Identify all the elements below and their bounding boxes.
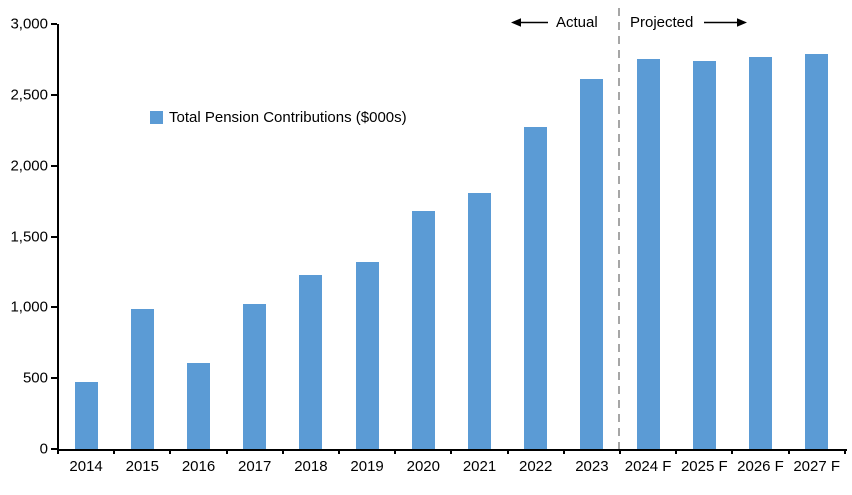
y-tick-label-1,000: 1,000 bbox=[10, 298, 48, 316]
y-tick-label-1,500: 1,500 bbox=[10, 228, 48, 245]
y-tick-3,000 bbox=[51, 23, 57, 25]
x-tick-label-2027-F: 2027 F bbox=[793, 458, 841, 475]
x-tick-label-2016: 2016 bbox=[181, 458, 216, 475]
arrow-left-icon bbox=[511, 18, 548, 27]
x-tick-7 bbox=[450, 449, 453, 454]
x-tick-5 bbox=[338, 449, 340, 454]
bar-2023 bbox=[580, 79, 604, 449]
bar-2016 bbox=[187, 363, 210, 449]
y-tick-label-2,500: 2,500 bbox=[10, 86, 48, 104]
arrow-right-icon bbox=[704, 18, 747, 27]
bar-2019 bbox=[355, 262, 379, 449]
x-tick-4 bbox=[281, 449, 284, 454]
x-tick-label-2014: 2014 bbox=[69, 458, 103, 475]
bar-2026-F bbox=[749, 57, 772, 449]
x-tick-label-2015: 2015 bbox=[125, 458, 159, 475]
x-tick-label-2022: 2022 bbox=[519, 458, 553, 475]
x-tick-label-2020: 2020 bbox=[406, 458, 440, 475]
y-tick-1,500 bbox=[51, 235, 57, 238]
x-tick-6 bbox=[394, 449, 397, 454]
projected-annotation-label: Projected bbox=[630, 14, 694, 31]
legend: Total Pension Contributions ($000s) bbox=[150, 109, 407, 126]
bar-2024-F bbox=[636, 59, 660, 449]
y-tick-label-3,000: 3,000 bbox=[10, 15, 48, 33]
legend-swatch-icon bbox=[150, 111, 163, 124]
x-tick-2 bbox=[169, 449, 172, 454]
y-tick-1,000 bbox=[51, 306, 57, 309]
x-tick-12 bbox=[731, 449, 734, 454]
y-tick-500 bbox=[51, 377, 57, 380]
legend-label: Total Pension Contributions ($000s) bbox=[169, 109, 407, 126]
y-axis-line bbox=[57, 24, 59, 449]
x-tick-3 bbox=[225, 449, 228, 454]
x-tick-9 bbox=[562, 449, 565, 454]
y-tick-label-500: 500 bbox=[22, 369, 48, 387]
x-tick-label-2024-F: 2024 F bbox=[624, 458, 672, 475]
x-tick-label-2018: 2018 bbox=[294, 458, 328, 475]
y-tick-2,000 bbox=[51, 164, 57, 167]
bar-2020 bbox=[411, 211, 435, 449]
x-tick-10 bbox=[619, 449, 621, 454]
y-tick-2,500 bbox=[51, 93, 57, 96]
bar-2014 bbox=[74, 382, 98, 449]
bar-2025-F bbox=[692, 61, 716, 449]
x-tick-11 bbox=[675, 449, 678, 454]
x-tick-0 bbox=[57, 449, 59, 454]
x-tick-label-2019: 2019 bbox=[350, 458, 384, 475]
x-tick-label-2025-F: 2025 F bbox=[680, 458, 728, 475]
y-tick-label-2,000: 2,000 bbox=[10, 157, 48, 175]
bar-2018 bbox=[299, 275, 323, 449]
x-tick-14 bbox=[843, 449, 846, 454]
x-tick-label-2021: 2021 bbox=[462, 458, 497, 475]
y-tick-label-0: 0 bbox=[39, 440, 48, 458]
bar-2027-F bbox=[805, 54, 829, 449]
x-tick-label-2026-F: 2026 F bbox=[737, 458, 784, 475]
bar-2022 bbox=[524, 127, 548, 449]
x-tick-label-2023: 2023 bbox=[575, 458, 609, 475]
y-tick-0 bbox=[51, 448, 57, 450]
bar-2017 bbox=[243, 304, 267, 449]
actual-annotation-label: Actual bbox=[556, 14, 598, 31]
x-tick-8 bbox=[506, 449, 509, 454]
bar-2015 bbox=[130, 309, 154, 449]
bar-2021 bbox=[468, 193, 491, 449]
actual-projected-divider-line bbox=[618, 8, 620, 449]
x-tick-label-2017: 2017 bbox=[238, 458, 272, 475]
x-tick-13 bbox=[787, 449, 790, 454]
x-tick-1 bbox=[113, 449, 116, 454]
